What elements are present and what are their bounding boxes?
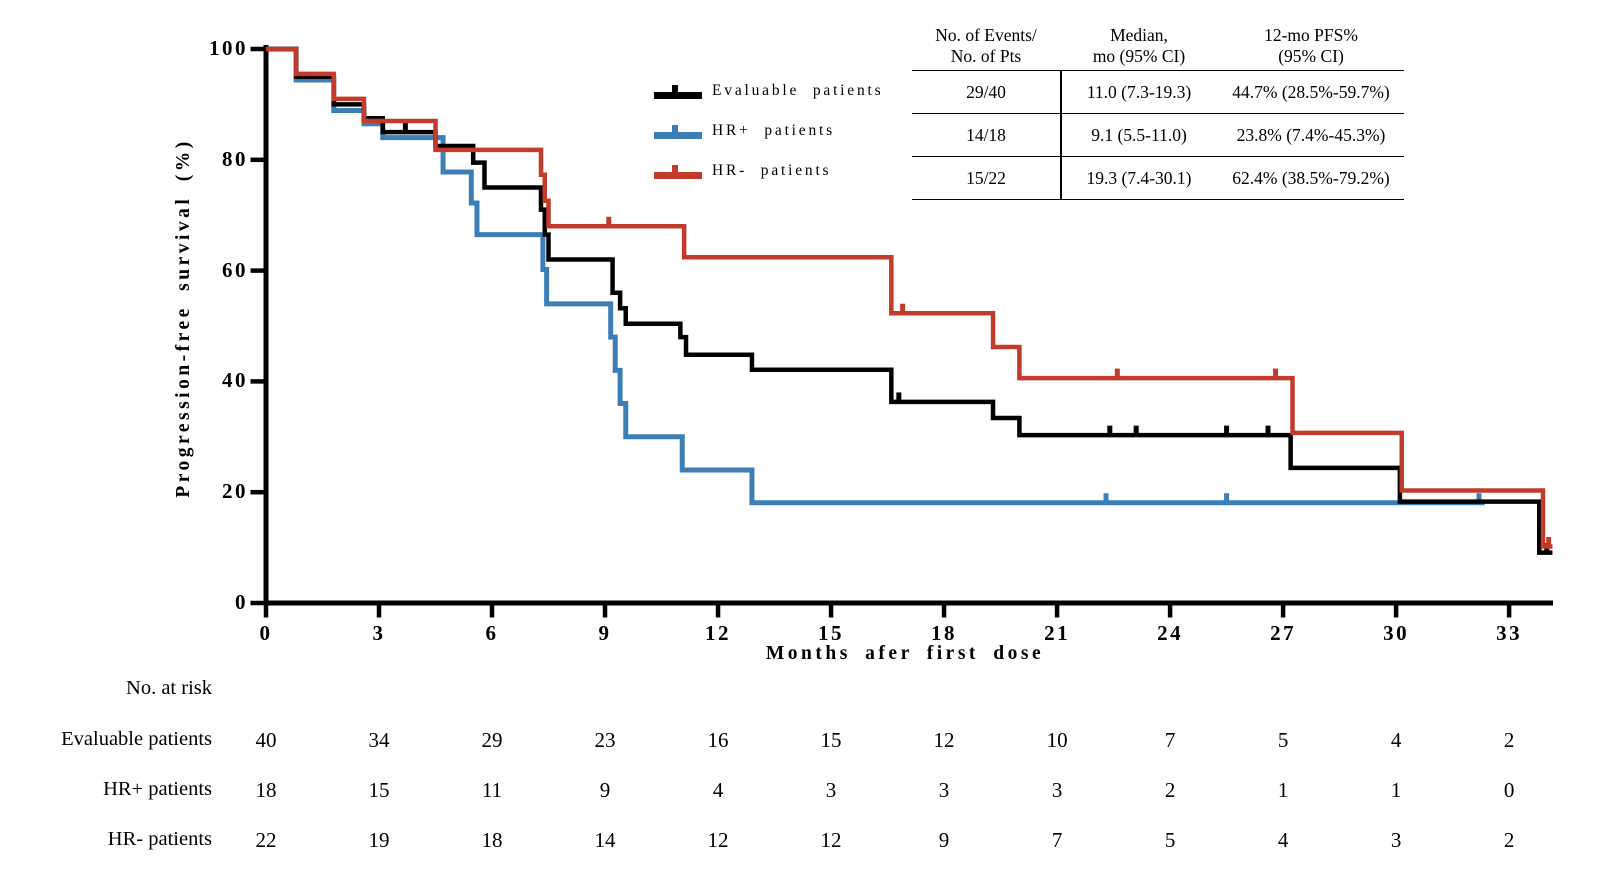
stats-header-events: No. of Events/No. of Pts	[912, 24, 1060, 71]
km-curve-evaluable-patients	[266, 46, 1553, 555]
stats-cell: 9.1 (5.5-11.0)	[1060, 114, 1218, 157]
x-tick-label: 12	[705, 621, 732, 645]
y-tick-label: 80	[222, 146, 248, 171]
legend-entry-hr-minus: HR- patients	[654, 162, 954, 182]
x-tick-label: 9	[598, 621, 612, 645]
risk-count: 7	[1164, 728, 1176, 752]
legend-label: HR+ patients	[712, 122, 835, 139]
risk-count: 5	[1164, 828, 1176, 852]
x-tick-label: 30	[1383, 621, 1410, 645]
x-tick-label: 3	[372, 621, 386, 645]
x-tick-label: 27	[1270, 621, 1297, 645]
risk-count: 3	[1051, 778, 1063, 802]
risk-table-title: No. at risk	[126, 677, 212, 699]
legend-line-black-icon	[654, 85, 702, 99]
stats-cell: 44.7% (28.5%-59.7%)	[1218, 71, 1404, 114]
legend-label: HR- patients	[712, 162, 832, 179]
y-tick-label: 0	[235, 590, 248, 614]
risk-count: 12	[933, 728, 955, 752]
risk-count: 29	[481, 728, 503, 752]
legend-line-blue-icon	[654, 125, 702, 139]
x-tick-label: 33	[1496, 621, 1523, 645]
x-tick-label: 6	[485, 621, 499, 645]
x-tick-label: 0	[259, 621, 273, 645]
risk-count: 15	[368, 778, 390, 802]
risk-count: 14	[594, 828, 616, 852]
risk-count: 40	[255, 728, 277, 752]
km-curve-hr-patients	[266, 46, 1553, 549]
stats-table: No. of Events/No. of Pts Median, mo (95% …	[912, 24, 1404, 200]
risk-count: 9	[938, 828, 950, 852]
risk-count: 1	[1390, 778, 1402, 802]
risk-count: 2	[1503, 828, 1515, 852]
stats-table-column-divider	[1060, 71, 1062, 200]
risk-count: 18	[481, 828, 503, 852]
risk-count: 34	[368, 728, 390, 752]
stats-cell: 14/18	[912, 114, 1060, 157]
risk-count: 1	[1277, 778, 1289, 802]
risk-count: 4	[1390, 728, 1402, 752]
stats-cell: 23.8% (7.4%-45.3%)	[1218, 114, 1404, 157]
y-tick-label: 20	[222, 479, 248, 504]
risk-count: 15	[820, 728, 842, 752]
risk-count: 7	[1051, 828, 1063, 852]
stats-cell: 29/40	[912, 71, 1060, 114]
stats-cell: 11.0 (7.3-19.3)	[1060, 71, 1218, 114]
risk-count: 4	[712, 778, 724, 802]
risk-count: 3	[1390, 828, 1402, 852]
risk-count: 0	[1503, 778, 1515, 802]
stats-cell: 62.4% (38.5%-79.2%)	[1218, 157, 1404, 200]
stats-header-12mo-pfs: 12-mo PFS% (95% CI)	[1218, 24, 1404, 71]
stats-header-median: Median, mo (95% CI)	[1060, 24, 1218, 71]
risk-count: 12	[820, 828, 842, 852]
risk-row-label-hr-plus: HR+ patients	[103, 778, 212, 800]
risk-count: 3	[938, 778, 950, 802]
risk-count: 23	[594, 728, 616, 752]
x-axis-title: Months afer first dose	[765, 643, 1045, 664]
y-tick-label: 40	[222, 368, 248, 393]
stats-cell: 15/22	[912, 157, 1060, 200]
legend-entry-evaluable: Evaluable patients	[654, 82, 954, 102]
legend-label: Evaluable patients	[712, 82, 884, 99]
x-tick-label: 15	[818, 621, 845, 645]
risk-count: 10	[1046, 728, 1068, 752]
risk-row-label-hr-minus: HR- patients	[107, 828, 212, 850]
risk-count: 16	[707, 728, 729, 752]
x-tick-label: 24	[1157, 621, 1184, 645]
risk-count: 2	[1503, 728, 1515, 752]
risk-count: 19	[368, 828, 390, 852]
y-tick-label: 100	[209, 36, 248, 60]
risk-count: 4	[1277, 828, 1289, 852]
stats-cell: 19.3 (7.4-30.1)	[1060, 157, 1218, 200]
risk-count: 3	[825, 778, 837, 802]
risk-count: 2	[1164, 778, 1176, 802]
risk-count: 11	[481, 778, 503, 802]
y-tick-label: 60	[222, 257, 248, 282]
x-tick-label: 18	[931, 621, 958, 645]
risk-count: 5	[1277, 728, 1289, 752]
risk-count: 18	[255, 778, 277, 802]
legend-line-red-icon	[654, 165, 702, 179]
risk-count: 22	[255, 828, 277, 852]
legend-entry-hr-plus: HR+ patients	[654, 122, 954, 142]
risk-count: 9	[599, 778, 611, 802]
risk-row-label-evaluable: Evaluable patients	[61, 728, 212, 750]
x-tick-label: 21	[1044, 621, 1071, 645]
risk-count: 12	[707, 828, 729, 852]
